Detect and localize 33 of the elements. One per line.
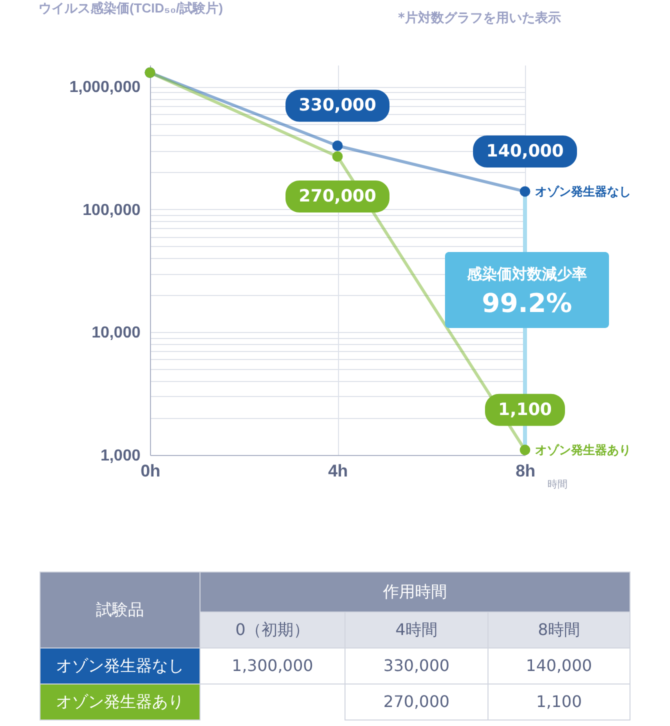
y-tick-label: 1,000,000 [69, 79, 141, 96]
text: 8時間 [538, 620, 580, 639]
x-axis-title: 時間 [548, 478, 568, 490]
series-label: オゾン発生器あり [535, 442, 631, 457]
text: オゾン発生器なし [56, 656, 184, 675]
annotation: 感染価対数減少率 99.2% [466, 265, 587, 319]
text: 試験品 [96, 600, 144, 619]
text: 0（初期） [235, 620, 310, 639]
y-axis-title: ウイルス感染価(TCID₅₀/試験片) [38, 0, 223, 16]
data-label: 140,000 [486, 141, 564, 162]
y-tick-label: 10,000 [92, 324, 141, 342]
data-label: 330,000 [298, 96, 376, 116]
text: 1,300,000 [232, 656, 314, 675]
data-label: 1,100 [498, 400, 552, 420]
text: 作用時間 [382, 582, 447, 601]
x-tick-label: 8h [516, 462, 536, 480]
text: オゾン発生器あり [56, 692, 184, 711]
data-label: 270,000 [298, 186, 376, 206]
series-label: オゾン発生器なし [535, 184, 631, 198]
y-tick-label: 100,000 [82, 202, 141, 219]
text: 330,000 [383, 656, 450, 675]
point [520, 444, 530, 456]
text: 270,000 [383, 692, 450, 711]
text: *片対数グラフを用いた表示 [398, 10, 561, 26]
point [520, 186, 530, 197]
x-tick-label: 0h [140, 462, 160, 480]
text: 4時間 [395, 620, 438, 639]
text: 140,000 [526, 656, 592, 675]
y-tick-label: 1,000 [100, 448, 141, 464]
x-tick-label: 4h [328, 462, 348, 480]
point [332, 151, 343, 162]
point [332, 140, 343, 151]
text: 1,100 [536, 692, 582, 711]
